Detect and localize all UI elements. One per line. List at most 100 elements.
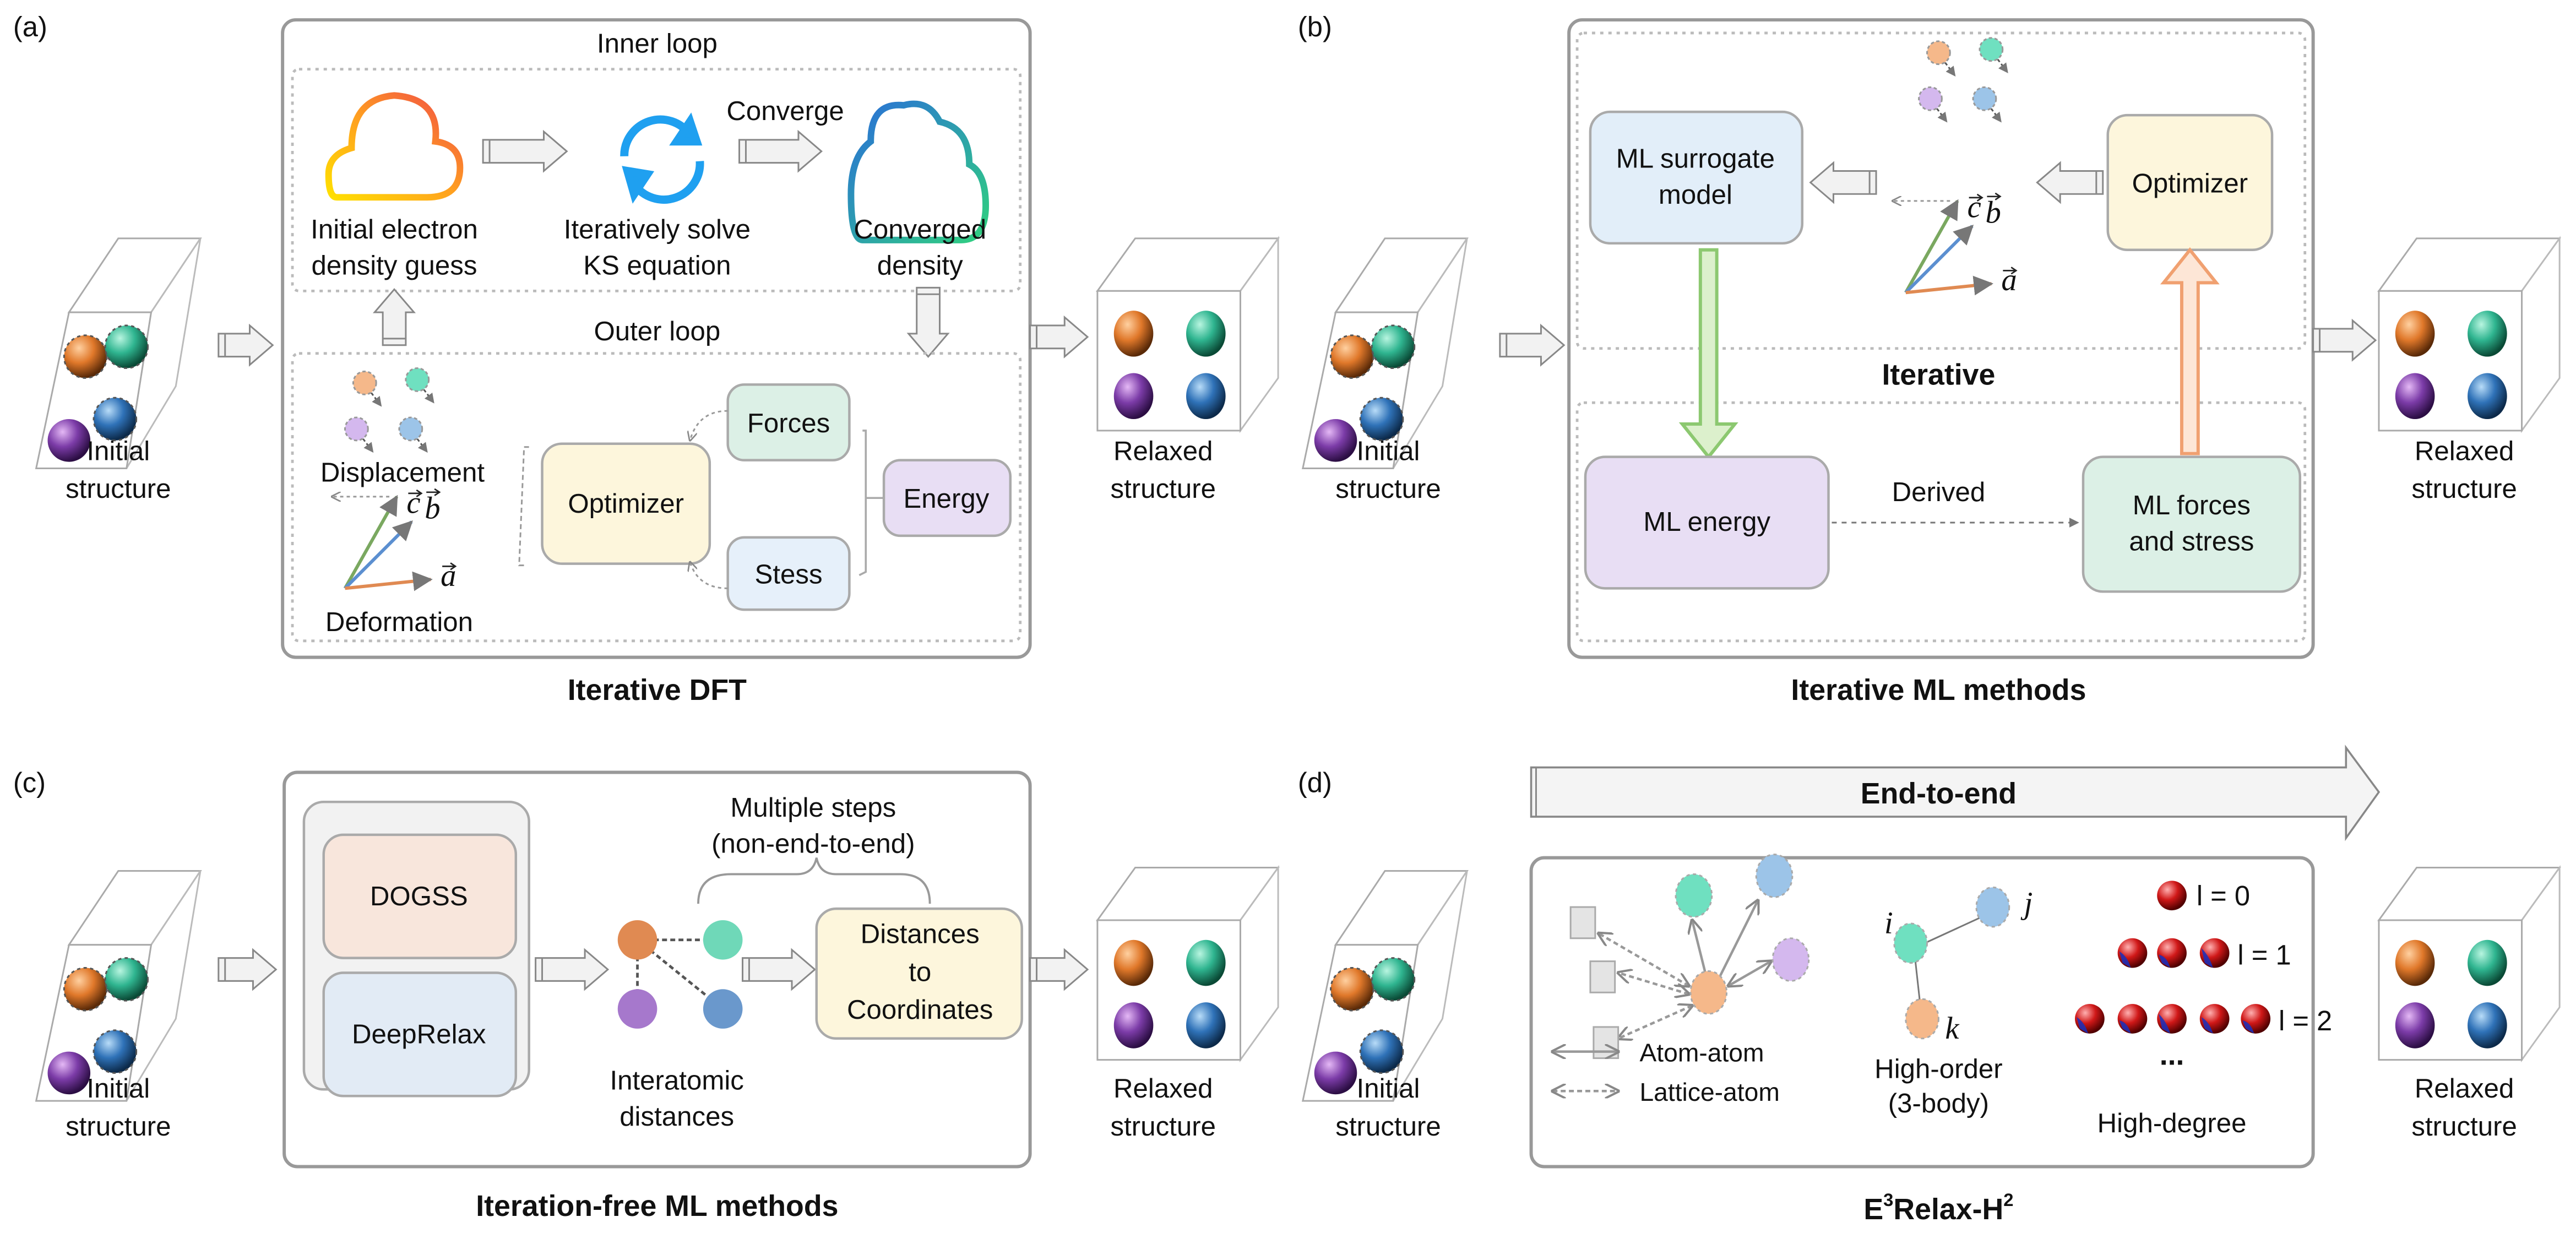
deformation-label: Deformation [325, 607, 473, 637]
harmonic-l0-sphere [2157, 881, 2187, 911]
atom [2468, 373, 2507, 420]
lattice-node [1569, 906, 1596, 939]
block-arrow-shape [218, 948, 278, 991]
interatomic-distances-label: Interatomic [610, 1065, 743, 1095]
atom-neighbor [1771, 937, 1810, 982]
vector-a-label: a [441, 558, 456, 593]
block-arrow-shape [1029, 948, 1089, 991]
title-sup: 3 [1883, 1189, 1893, 1210]
interatomic-distances-label: distances [619, 1101, 734, 1132]
converge-label: Converge [726, 96, 844, 126]
atom [2468, 311, 2507, 357]
solve-ks-label: Iteratively solve [564, 214, 751, 245]
panel-d-title: E3Relax-H2 [1863, 1189, 2013, 1226]
atom [1113, 373, 1154, 420]
block-arrow-shape [372, 288, 416, 346]
end-to-end-label: End-to-end [1861, 777, 2017, 810]
flow-arrow [1809, 161, 1877, 204]
atom [1330, 334, 1374, 379]
harmonic-lobe [2201, 1017, 2213, 1034]
l0-label: l = 0 [2197, 880, 2250, 911]
vector-arrow-accent-icon [2003, 267, 2018, 275]
displaced-atom [344, 416, 369, 442]
harmonic-lobe [2119, 1020, 2131, 1034]
harmonic-lobe [2077, 1017, 2088, 1034]
vector-a-arrow [345, 571, 433, 591]
atom [1113, 311, 1154, 357]
flow-arrow [218, 323, 274, 367]
harmonic-l2-sphere [2241, 1004, 2271, 1034]
initial-structure-crystal [1302, 237, 1469, 470]
flow-arrow [1029, 315, 1089, 358]
atom [1186, 373, 1226, 420]
optimizer-label: Optimizer [2132, 168, 2248, 198]
ml-forces-label: ML forces [2133, 490, 2251, 520]
displacement-arrow-icon [371, 392, 382, 407]
outer-loop-box [291, 352, 1022, 643]
ml-energy-box [1584, 455, 1830, 590]
harmonic-l1-sphere [2117, 938, 2148, 968]
atom [2395, 373, 2435, 420]
block-arrow-shape [1499, 323, 1566, 367]
atom [1113, 939, 1154, 986]
atom-atom-legend-label: Atom-atom [1639, 1039, 1764, 1067]
atom [2395, 1002, 2435, 1049]
harmonic-lobe [2159, 954, 2171, 968]
interatomic-distances-graph [617, 920, 743, 1029]
displacement-arrow-icon [1990, 108, 2002, 123]
atom [1113, 1002, 1154, 1049]
atom [47, 419, 91, 462]
atom-green [703, 920, 743, 960]
feedback-bracket [518, 446, 529, 567]
node-k [1905, 998, 1939, 1040]
flow-arrow [1029, 948, 1089, 991]
title-relax: Relax-H [1893, 1193, 2003, 1226]
vector-arrow-accent-icon [1987, 192, 2002, 200]
ellipsis: ... [2160, 1039, 2184, 1072]
initial-structure-label: Initial [1357, 1073, 1420, 1104]
atom [2468, 939, 2507, 986]
lattice-atom-legend-label: Lattice-atom [1639, 1078, 1779, 1106]
vector-c-arrow [343, 495, 399, 589]
vector-b-label: b [425, 491, 440, 526]
iterative-cycle-icon [620, 112, 704, 204]
node-j [1975, 886, 2010, 928]
high-degree-label: High-degree [2097, 1108, 2247, 1138]
block-arrow-shape [2312, 318, 2377, 362]
atom [104, 324, 149, 370]
panel-a-title: Iterative DFT [568, 673, 747, 707]
displaced-atom [398, 416, 423, 442]
displacement-arrow-icon [1944, 62, 1956, 77]
relaxed-structure-label: structure [1111, 1111, 1216, 1142]
initial-structure-label: Initial [86, 436, 150, 466]
deeprelax-box [322, 971, 518, 1098]
ml-surrogate-label: ML surrogate [1616, 144, 1775, 174]
ml-forces-label: and stress [2129, 526, 2254, 557]
optimizer-label: Optimizer [568, 488, 684, 519]
relaxed-structure-label: structure [2411, 1111, 2517, 1142]
initial-structure-crystal [35, 237, 202, 470]
panel-d-label: (d) [1298, 767, 1332, 798]
block-arrow-shape [482, 129, 568, 173]
vector-arrow-accent-icon [442, 562, 457, 571]
flow-arrow-up [372, 288, 416, 346]
flow-arrow-down [906, 286, 950, 358]
atom-blue [703, 989, 743, 1029]
block-arrow-shape [738, 129, 823, 173]
displaced-atoms [344, 367, 434, 453]
atom [104, 957, 149, 1002]
vector-arrow-accent-icon [408, 489, 423, 497]
forces-label: Forces [747, 408, 830, 438]
lattice-vectors: c ba [1893, 190, 2018, 297]
panel-b-label: (b) [1298, 11, 1332, 42]
multiple-steps-brace [697, 857, 931, 904]
lattice-node [1593, 1026, 1619, 1060]
converged-density-cloud-icon [847, 100, 990, 243]
relaxed-structure-label: Relaxed [2415, 1073, 2514, 1104]
initial-structure-label: structure [66, 474, 171, 504]
atom [2395, 311, 2435, 357]
flow-arrow [738, 129, 823, 173]
ml-forces-box [2082, 455, 2302, 593]
distances-to-coordinates-box [815, 907, 1023, 1040]
